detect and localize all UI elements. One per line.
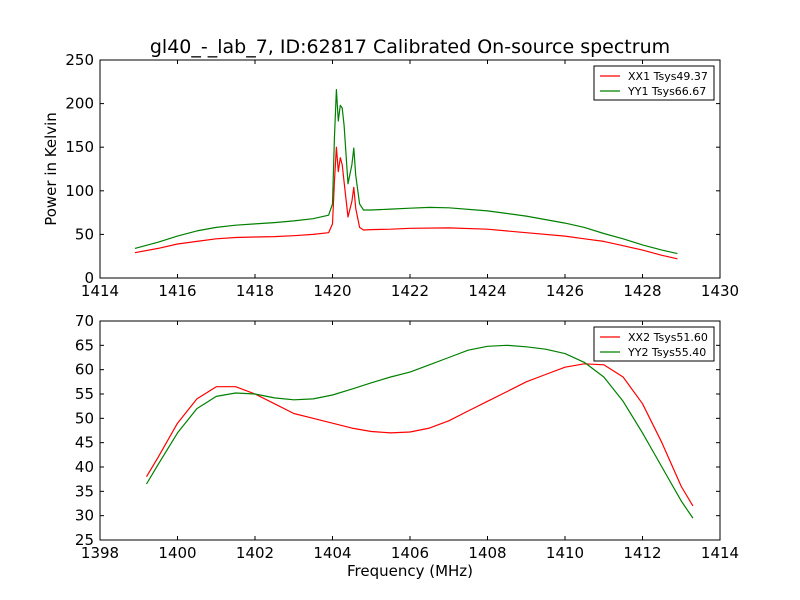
y-tick-label: 250 [65,51,94,69]
x-tick-label: 1412 [623,544,661,562]
x-tick-label: 1420 [313,282,351,300]
x-tick-label: 1402 [236,544,274,562]
x-tick-label: 1418 [236,282,274,300]
legend-box [593,65,715,101]
x-tick-label: 1414 [701,544,739,562]
series-line-2 [145,344,694,519]
x-tick-label: 1422 [391,282,429,300]
series-line-1 [134,146,678,260]
x-tick-label: 1410 [546,544,584,562]
y-tick-label: 25 [75,531,94,549]
y-tick-label: 45 [75,434,94,452]
y-tick-label: 50 [75,225,94,243]
legend-label: XX2 Tsys51.60 [628,331,708,344]
figure-title: gl40_-_lab_7, ID:62817 Calibrated On-sou… [150,36,670,58]
y-tick-label: 55 [75,385,94,403]
legend-label: YY1 Tsys66.67 [627,85,706,98]
series-line-1 [145,363,694,507]
top-spectrum-panel: 1414 1416 1418 1420 1422 1424 1426 1428 1430 0 50 1… [65,51,739,300]
x-tick-label: 1400 [158,544,196,562]
x-tick-label: 1398 [81,544,119,562]
x-axis-label: Frequency (MHz) [347,562,473,580]
x-tick-label: 1416 [158,282,196,300]
y-tick-label: 200 [65,95,94,113]
x-tick-label: 1424 [468,282,506,300]
x-tick-label: 1406 [391,544,429,562]
y-tick-label: 100 [65,182,94,200]
x-tick-label: 1426 [546,282,584,300]
y-tick-label: 65 [75,336,94,354]
x-tick-label: 1428 [623,282,661,300]
legend-label: XX1 Tsys49.37 [628,70,708,83]
legend-box [593,326,715,362]
x-tick-label: 1430 [701,282,739,300]
x-tick-label: 1404 [313,544,351,562]
y-tick-label: 50 [75,409,94,427]
y-tick-label: 40 [75,458,94,476]
x-tick-label: 1414 [81,282,119,300]
y-tick-label: 0 [84,269,94,287]
y-tick-label: 150 [65,138,94,156]
y-tick-label: 60 [75,361,94,379]
x-tick-label: 1408 [468,544,506,562]
bottom-spectrum-panel: 1398 1400 1402 1404 1406 1408 1410 1412 1414 25 30… [75,312,739,562]
y-tick-label: 35 [75,482,94,500]
y-tick-label: 70 [75,312,94,330]
legend-label: YY2 Tsys55.40 [627,346,706,359]
y-tick-label: 30 [75,507,94,525]
y-axis-label: Power in Kelvin [42,112,60,226]
series-line-2 [134,89,678,255]
